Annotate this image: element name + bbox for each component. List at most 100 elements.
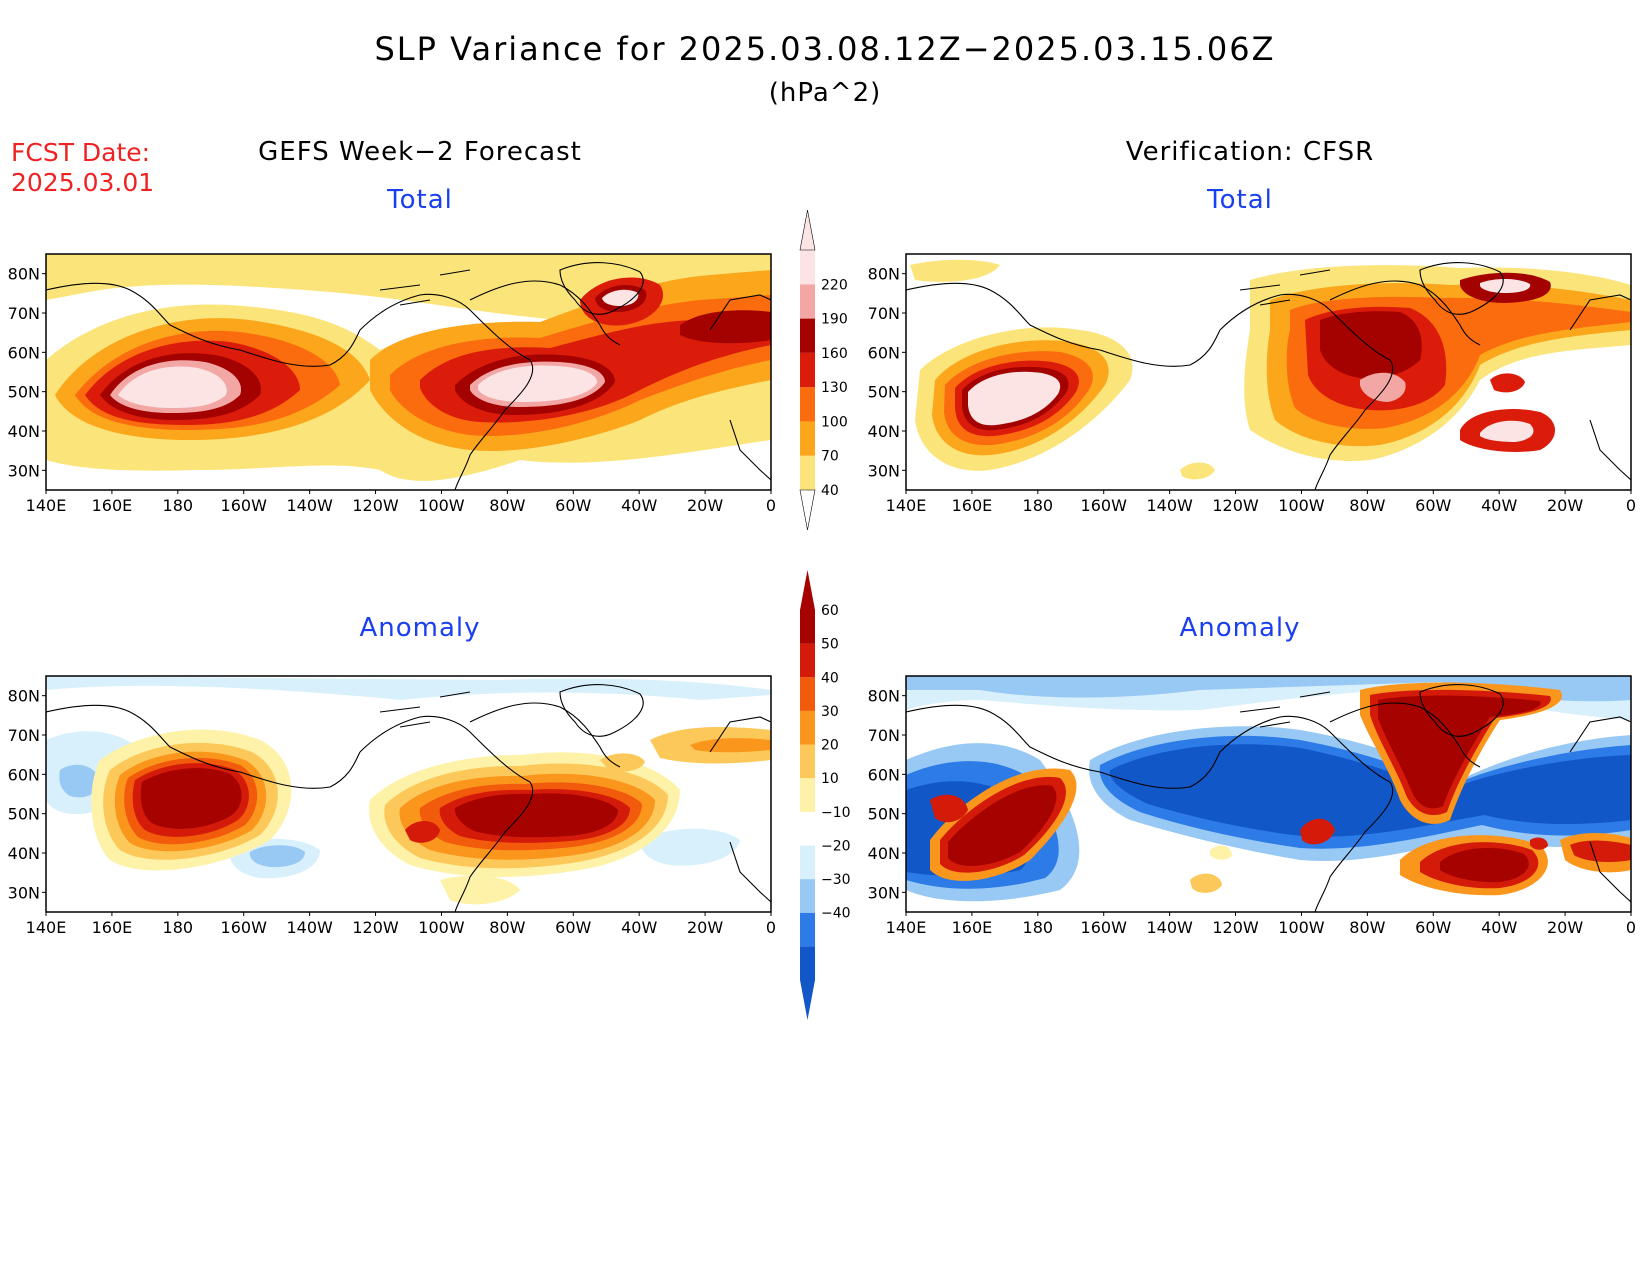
lat-tick-label: 50N — [8, 805, 40, 824]
colorbar-anomaly-tick: 10 — [821, 771, 839, 787]
lat-tick-label: 80N — [8, 687, 40, 706]
colorbar-anomaly-swatch — [800, 811, 815, 846]
colorbar-anomaly-swatch — [800, 643, 815, 678]
colorbar-total: 40 70 100 130 160 190 220 — [799, 209, 848, 531]
lat-tick-label: 60N — [868, 765, 900, 784]
colorbar-anomaly-swatch — [800, 946, 815, 980]
colorbar-total-min-arrow — [799, 489, 816, 531]
lon-tick-label: 0 — [766, 496, 776, 515]
colorbar-anomaly-swatch — [800, 912, 815, 947]
colorbar-total-swatch — [800, 250, 815, 285]
lon-tick-label: 180 — [1023, 496, 1054, 515]
lat-tick-label: 80N — [8, 265, 40, 284]
colorbar-total-swatch — [800, 318, 815, 353]
colorbar-total-tick: 70 — [821, 449, 839, 465]
colorbar-anomaly-tick: 30 — [821, 704, 839, 720]
lon-tick-label: 180 — [163, 918, 194, 937]
left-column-title: GEFS Week−2 Forecast — [258, 137, 582, 167]
lat-tick-label: 70N — [8, 726, 40, 745]
units-label: (hPa^2) — [768, 78, 882, 108]
lon-tick-label: 40W — [621, 918, 657, 937]
lon-tick-label: 80W — [489, 496, 525, 515]
lon-tick-label: 120W — [1212, 496, 1259, 515]
fcst-date-block: FCST Date: 2025.03.01 — [11, 138, 154, 198]
colorbar-total-tick: 160 — [821, 346, 848, 362]
lon-tick-label: 60W — [1415, 496, 1451, 515]
lon-tick-label: 100W — [1278, 496, 1325, 515]
lat-tick-label: 30N — [868, 461, 900, 480]
lat-tick-label: 50N — [868, 383, 900, 402]
colorbar-anomaly-tick: 20 — [821, 738, 839, 754]
map-verif-anomaly — [905, 675, 1632, 913]
lon-tick-label: 40W — [1481, 918, 1517, 937]
lon-tick-label: 180 — [163, 496, 194, 515]
lon-tick-label: 140W — [286, 496, 333, 515]
lon-tick-label: 160E — [952, 918, 993, 937]
colorbar-anomaly-tick: −40 — [821, 906, 851, 922]
panel-title-fcst-anomaly: Anomaly — [359, 613, 481, 643]
lon-tick-label: 160W — [1081, 918, 1128, 937]
lon-tick-label: 120W — [1212, 918, 1259, 937]
lon-tick-label: 160E — [92, 496, 133, 515]
lon-tick-label: 120W — [352, 496, 399, 515]
fcst-date-value: 2025.03.01 — [11, 168, 155, 197]
panel-title-verif-total: Total — [1207, 185, 1273, 215]
lon-tick-label: 60W — [555, 496, 591, 515]
lon-tick-label: 80W — [489, 918, 525, 937]
colorbar-total-max-arrow — [799, 209, 816, 251]
panel-title-verif-anomaly: Anomaly — [1179, 613, 1301, 643]
lon-tick-label: 140E — [886, 918, 927, 937]
lat-tick-label: 30N — [868, 883, 900, 902]
colorbar-anomaly-tick: 60 — [821, 603, 839, 619]
colorbar-total-swatch — [800, 387, 815, 422]
lon-tick-label: 80W — [1349, 918, 1385, 937]
colorbar-total-tick: 130 — [821, 380, 848, 396]
lon-tick-label: 160W — [221, 918, 268, 937]
colorbar-total-swatch — [800, 421, 815, 456]
lat-tick-label: 70N — [868, 304, 900, 323]
colorbar-total-tick: 220 — [821, 277, 848, 293]
colorbar-anomaly-swatch — [800, 610, 815, 644]
lon-tick-label: 140W — [1146, 496, 1193, 515]
map-fcst-anomaly — [45, 675, 772, 913]
lon-tick-label: 20W — [1547, 918, 1583, 937]
colorbar-anomaly-swatch — [800, 778, 815, 812]
map-verif-total — [905, 253, 1632, 491]
lon-tick-label: 40W — [621, 496, 657, 515]
lat-tick-label: 50N — [8, 383, 40, 402]
colorbar-anomaly-swatch — [800, 710, 815, 745]
lat-tick-label: 70N — [8, 304, 40, 323]
lat-tick-label: 40N — [8, 422, 40, 441]
lon-tick-label: 0 — [1626, 918, 1636, 937]
lon-tick-label: 60W — [555, 918, 591, 937]
map-fcst-total — [45, 253, 772, 491]
lon-tick-label: 120W — [352, 918, 399, 937]
colorbar-total-swatch — [800, 284, 815, 319]
lon-tick-label: 60W — [1415, 918, 1451, 937]
lon-tick-label: 20W — [687, 918, 723, 937]
lon-tick-label: 140E — [886, 496, 927, 515]
lon-tick-label: 140W — [286, 918, 333, 937]
colorbar-total-tick: 100 — [821, 414, 848, 430]
colorbar-anomaly-tick: 40 — [821, 670, 839, 686]
colorbar-total-swatch — [800, 455, 815, 490]
fcst-date-label: FCST Date: — [11, 138, 151, 167]
lat-tick-label: 60N — [868, 343, 900, 362]
lat-tick-label: 60N — [8, 765, 40, 784]
panel-title-fcst-total: Total — [387, 185, 453, 215]
lon-tick-label: 0 — [1626, 496, 1636, 515]
lon-tick-label: 100W — [418, 918, 465, 937]
lat-tick-label: 60N — [8, 343, 40, 362]
colorbar-anomaly-max-arrow — [800, 570, 815, 610]
lon-tick-label: 140E — [26, 918, 67, 937]
colorbar-anomaly-tick: −20 — [821, 838, 851, 854]
lat-tick-label: 40N — [8, 844, 40, 863]
colorbar-anomaly-tick: 50 — [821, 637, 839, 653]
colorbar-total-swatch — [800, 352, 815, 388]
lat-tick-label: 40N — [868, 844, 900, 863]
lon-tick-label: 20W — [1547, 496, 1583, 515]
lat-tick-label: 30N — [8, 883, 40, 902]
lon-tick-label: 20W — [687, 496, 723, 515]
colorbar-total-tick: 190 — [821, 312, 848, 328]
